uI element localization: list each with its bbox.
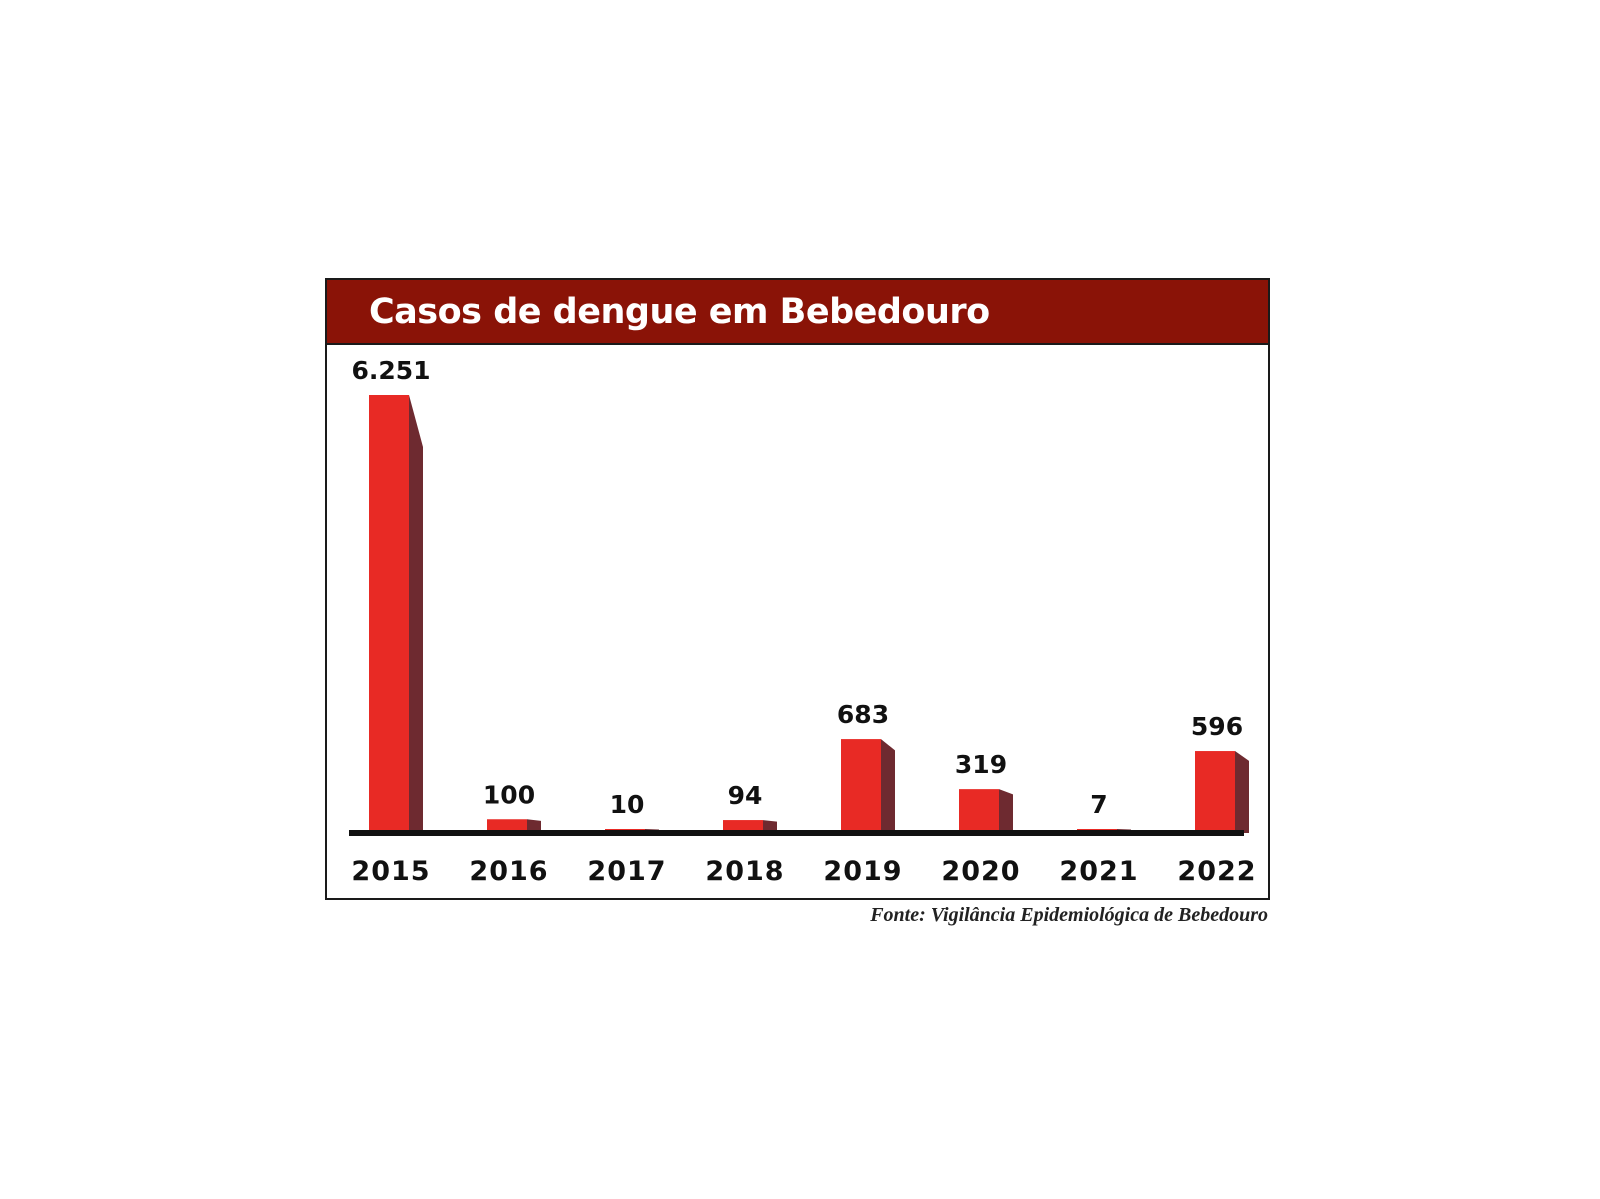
category-label-2020: 2020	[941, 856, 1020, 887]
bar-2022	[1195, 751, 1235, 833]
category-label-2018: 2018	[705, 856, 784, 887]
value-label-2015: 6.251	[351, 356, 430, 385]
bar-side-2022	[1235, 751, 1249, 833]
value-label-2018: 94	[728, 781, 763, 810]
chart-frame: Casos de dengue em Bebedouro 6.251 2015 10…	[325, 278, 1270, 900]
category-label-2019: 2019	[823, 856, 902, 887]
value-label-2016: 100	[483, 780, 535, 809]
category-label-2015: 2015	[351, 856, 430, 887]
bar-side-2015	[409, 395, 423, 833]
bar-side-2018	[763, 820, 777, 833]
value-label-2022: 596	[1191, 712, 1243, 741]
chart-header: Casos de dengue em Bebedouro	[327, 280, 1268, 345]
chart-title: Casos de dengue em Bebedouro	[369, 292, 990, 332]
bar-side-2020	[999, 789, 1013, 833]
bar-side-2019	[881, 739, 895, 833]
bar-plot: 6.251 2015 100 2016 10 2017 94 2018 683 2019 319 20…	[349, 356, 1256, 887]
value-label-2019: 683	[837, 700, 889, 729]
source-note: Fonte: Vigilância Epidemiológica de Bebe…	[870, 904, 1268, 926]
bar-2019	[841, 739, 881, 833]
value-label-2017: 10	[610, 790, 645, 819]
category-label-2022: 2022	[1177, 856, 1256, 887]
bar-2020	[959, 789, 999, 833]
value-label-2021: 7	[1090, 790, 1107, 819]
bar-side-2016	[527, 819, 541, 833]
category-label-2017: 2017	[587, 856, 666, 887]
value-label-2020: 319	[955, 750, 1007, 779]
category-label-2016: 2016	[469, 856, 548, 887]
category-label-2021: 2021	[1059, 856, 1138, 887]
bar-2015	[369, 395, 409, 833]
bar-2018	[723, 820, 763, 833]
bar-2016	[487, 819, 527, 833]
